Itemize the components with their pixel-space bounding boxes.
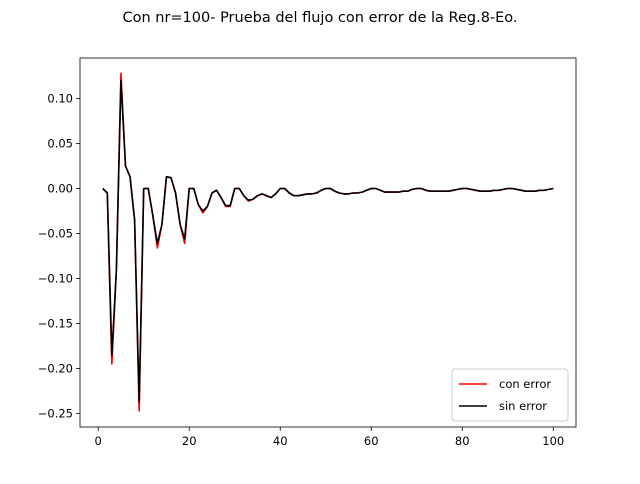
x-axis: 0 20 40 60 80 100 <box>95 427 564 448</box>
y-tick-label: 0.05 <box>47 137 73 151</box>
plot-frame <box>79 57 577 428</box>
x-tick-label: 60 <box>364 434 379 448</box>
y-tick-label: −0.25 <box>38 407 73 421</box>
plot-area <box>80 58 576 427</box>
series-layer <box>102 72 554 412</box>
y-tick-label: 0.10 <box>47 92 73 106</box>
legend-label: con error <box>499 377 551 391</box>
x-tick-label: 20 <box>182 434 197 448</box>
legend-box <box>451 368 569 422</box>
y-axis: 0.10 0.05 0.00 −0.05 −0.10 −0.15 −0.20 −0.25 <box>38 92 80 421</box>
y-tick-label: −0.05 <box>38 227 73 241</box>
series-line-sin-error <box>102 79 554 403</box>
chart-title: Con nr=100- Prueba del flujo con error d… <box>122 10 517 26</box>
legend-label: sin error <box>499 399 547 413</box>
y-tick-label: −0.10 <box>38 272 73 286</box>
y-tick-label: −0.20 <box>38 362 73 376</box>
x-tick-label: 40 <box>273 434 288 448</box>
x-tick-label: 80 <box>455 434 470 448</box>
x-tick-label: 0 <box>95 434 102 448</box>
x-tick-label: 100 <box>542 434 564 448</box>
y-tick-label: −0.15 <box>38 317 73 331</box>
y-tick-label: 0.00 <box>47 182 73 196</box>
legend: con error sin error <box>451 368 569 422</box>
